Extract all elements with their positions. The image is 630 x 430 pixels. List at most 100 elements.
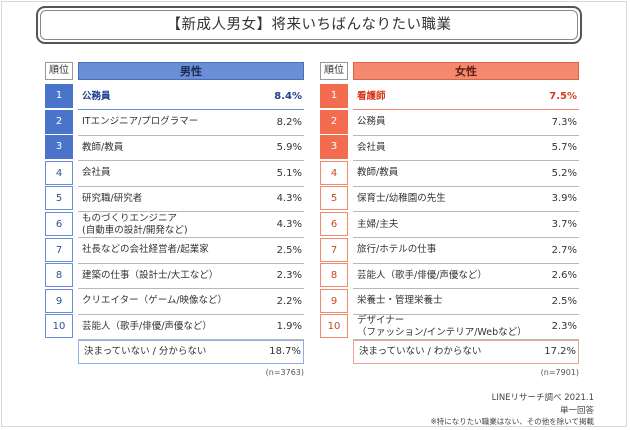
male-row-divider (78, 288, 304, 290)
male-rank-row: 8 建築の仕事（設計士/大工など） 2.3% (45, 263, 304, 290)
male-row-divider (78, 339, 304, 341)
male-occupation-label: 社長などの会社経営者/起業家 (82, 244, 209, 256)
female-rank-row: 4 教師/教員 5.2% (320, 160, 579, 187)
female-row-divider (353, 134, 579, 136)
male-occupation-label: ITエンジニア/プログラマー (82, 116, 199, 128)
male-rank-row: 10 芸能人（歌手/俳優/声優など） 1.9% (45, 314, 304, 341)
male-undecided-pct: 18.7% (269, 346, 301, 357)
female-rank-row: 10 デザイナー （ファッション/インテリア/Webなど） 2.3% (320, 314, 579, 341)
male-occupation-pct: 8.4% (274, 91, 302, 102)
male-rank-number: 1 (45, 84, 73, 108)
male-occupation-pct: 2.3% (276, 270, 302, 282)
female-occupation-label: 保育士/幼稚園の先生 (357, 192, 446, 204)
male-rank-number: 8 (45, 263, 73, 288)
credit-answer-type: 単一回答 (559, 406, 594, 416)
male-rank-row: 7 社長などの会社経営者/起業家 2.5% (45, 237, 304, 264)
male-rank-number: 9 (45, 288, 73, 313)
female-row-divider (353, 313, 579, 315)
male-row-divider (78, 109, 304, 110)
male-rank-number: 3 (45, 135, 73, 160)
male-rank-number: 4 (45, 160, 73, 185)
female-occupation-label: 栄養士・管理栄養士 (357, 295, 443, 307)
male-rank-row: 2 ITエンジニア/プログラマー 8.2% (45, 109, 304, 136)
male-occupation-label: 芸能人（歌手/俳優/声優など） (82, 320, 212, 332)
male-rank-row: 3 教師/教員 5.9% (45, 135, 304, 162)
male-occupation-label: ものづくりエンジニア (自動車の設計/開発など) (82, 212, 188, 236)
male-rank-row: 1 公務員 8.4% (45, 84, 304, 110)
female-rank-number: 2 (320, 109, 348, 134)
male-occupation-pct: 4.3% (276, 193, 302, 205)
female-rank-row: 7 旅行/ホテルの仕事 2.7% (320, 237, 579, 264)
female-row-divider (353, 288, 579, 290)
male-rank-row: 5 研究職/研究者 4.3% (45, 186, 304, 213)
female-row-divider (353, 339, 579, 341)
female-occupation-pct: 7.5% (549, 91, 577, 102)
male-header: 男性 (78, 62, 304, 80)
female-occupation-pct: 2.7% (551, 244, 577, 256)
female-header: 女性 (353, 62, 579, 80)
female-occupation-pct: 3.7% (551, 219, 577, 230)
female-undecided-label: 決まっていない / わからない (359, 346, 482, 357)
female-occupation-pct: 5.7% (551, 142, 577, 154)
credit-note: ※特になりたい職業はない、その他を除いて掲載 (430, 417, 594, 426)
female-occupation-label: デザイナー （ファッション/インテリア/Webなど） (357, 314, 527, 338)
male-rank-row: 6 ものづくりエンジニア (自動車の設計/開発など) 4.3% (45, 212, 304, 238)
female-occupation-label: 公務員 (357, 116, 386, 128)
female-occupation-label: 会社員 (357, 141, 386, 153)
male-occupation-pct: 4.3% (276, 219, 302, 230)
female-row-divider (353, 211, 579, 213)
male-row-divider (78, 134, 304, 136)
male-undecided-label: 決まっていない / 分からない (84, 346, 207, 357)
male-occupation-pct: 8.2% (276, 116, 302, 128)
credit-source: LINEリサーチ調べ 2021.1 (491, 393, 594, 403)
male-occupation-label: 教師/教員 (82, 141, 124, 153)
male-row-divider (78, 237, 304, 238)
female-rank-number: 10 (320, 314, 348, 339)
title-box: 【新成人男女】将来いちばんなりたい職業 (36, 6, 582, 44)
male-rank-header: 順位 (45, 62, 73, 80)
female-row-divider (353, 237, 579, 238)
female-rank-number: 8 (320, 263, 348, 288)
female-row-divider (353, 185, 579, 187)
female-occupation-pct: 5.2% (551, 167, 577, 179)
male-rank-row: 9 クリエイター（ゲーム/映像など） 2.2% (45, 288, 304, 315)
male-row-divider (78, 185, 304, 187)
male-occupation-label: 公務員 (82, 90, 111, 102)
female-rank-number: 3 (320, 135, 348, 160)
male-row-divider (78, 160, 304, 162)
female-row-divider (353, 109, 579, 110)
female-occupation-label: 主婦/主夫 (357, 218, 399, 230)
female-occupation-pct: 2.5% (551, 295, 577, 307)
female-rank-row: 5 保育士/幼稚園の先生 3.9% (320, 186, 579, 213)
female-occupation-pct: 2.3% (551, 321, 577, 333)
female-rank-row: 8 芸能人（歌手/俳優/声優など） 2.6% (320, 263, 579, 290)
page-title: 【新成人男女】将来いちばんなりたい職業 (166, 17, 452, 33)
female-rank-row: 3 会社員 5.7% (320, 135, 579, 162)
female-undecided-pct: 17.2% (544, 346, 576, 357)
female-rank-number: 4 (320, 160, 348, 185)
female-rank-row: 1 看護師 7.5% (320, 84, 579, 110)
male-undecided-row: 決まっていない / 分からない 18.7% (78, 340, 304, 364)
female-occupation-label: 教師/教員 (357, 167, 399, 179)
female-rank-number: 6 (320, 212, 348, 236)
male-rank-number: 7 (45, 237, 73, 262)
male-occupation-label: クリエイター（ゲーム/映像など） (82, 295, 228, 307)
male-occupation-label: 建築の仕事（設計士/大工など） (82, 269, 219, 281)
female-row-divider (353, 262, 579, 264)
title-box-inner-border (40, 10, 578, 40)
male-rank-number: 5 (45, 186, 73, 211)
male-occupation-pct: 5.1% (276, 167, 302, 179)
male-rank-number: 6 (45, 212, 73, 236)
male-row-divider (78, 313, 304, 315)
male-occupation-pct: 2.2% (276, 295, 302, 307)
male-sample-size: (n=3763) (265, 368, 304, 377)
female-occupation-label: 芸能人（歌手/俳優/声優など） (357, 269, 487, 281)
female-occupation-pct: 7.3% (551, 116, 577, 128)
male-rank-number: 2 (45, 109, 73, 134)
male-rank-row: 4 会社員 5.1% (45, 160, 304, 187)
female-rank-number: 9 (320, 288, 348, 313)
male-rank-number: 10 (45, 314, 73, 339)
female-undecided-row: 決まっていない / わからない 17.2% (353, 340, 579, 364)
female-rank-row: 2 公務員 7.3% (320, 109, 579, 136)
female-occupation-label: 旅行/ホテルの仕事 (357, 244, 437, 256)
